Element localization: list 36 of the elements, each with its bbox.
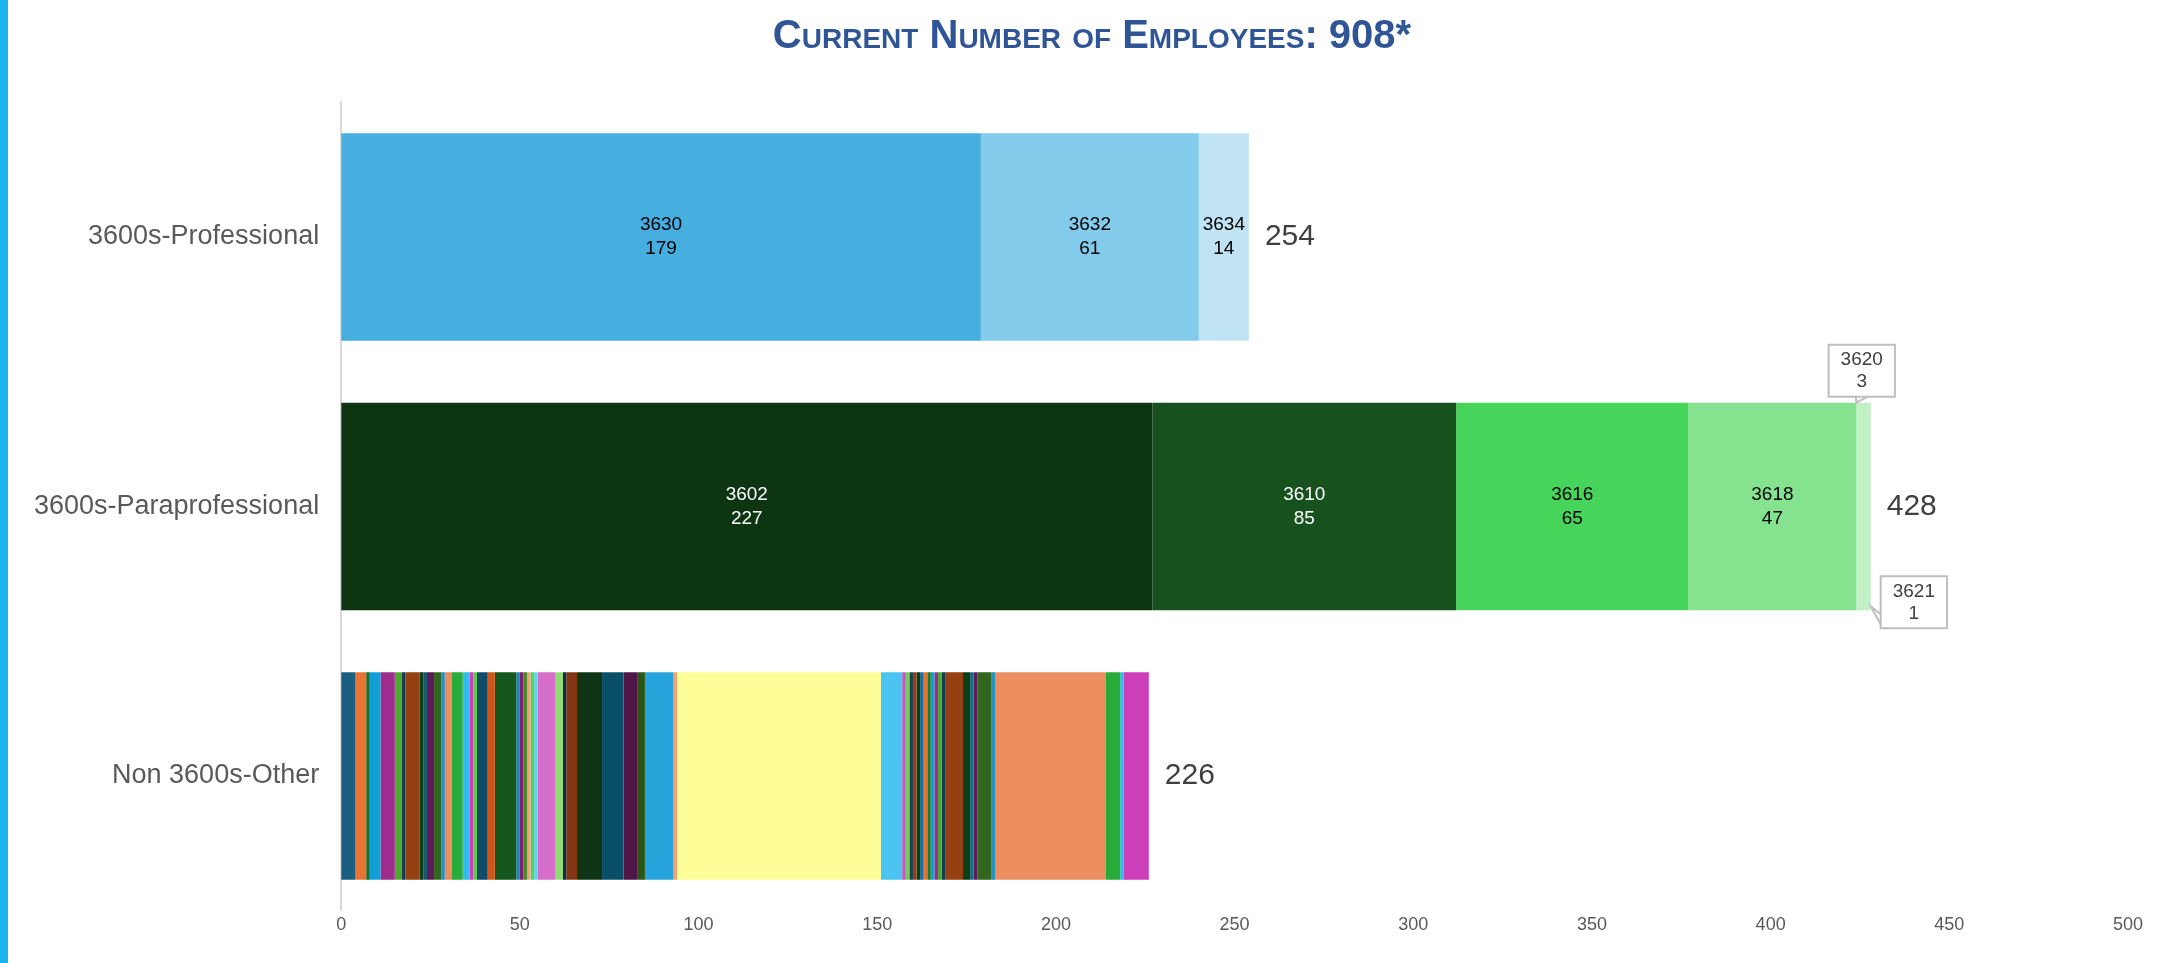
x-tick-label: 350 <box>1576 913 1607 934</box>
series-label: 3630 <box>639 213 683 235</box>
series-label: 3618 <box>1751 482 1794 504</box>
x-tick-label: 400 <box>1755 913 1786 934</box>
data-label: 65 <box>1561 506 1583 528</box>
chart-title: Current Number of Employees: 908* <box>771 11 1413 58</box>
series-label: 3610 <box>1283 482 1326 504</box>
x-tick-label: 300 <box>1398 913 1429 934</box>
series-label: 3632 <box>1068 213 1111 235</box>
total-label: 428 <box>1886 487 1937 521</box>
y-tick-label: 3600s-Paraprofessional <box>33 489 320 520</box>
total-label: 254 <box>1264 218 1315 252</box>
x-tick-label: 150 <box>862 913 893 934</box>
data-label: 1 <box>1908 601 1920 623</box>
y-tick-label: 3600s-Professional <box>88 220 320 251</box>
x-tick-label: 50 <box>509 913 530 934</box>
y-tick-label: Non 3600s-Other <box>112 759 320 790</box>
data-label: 179 <box>645 237 677 259</box>
series-label: 3634 <box>1202 213 1246 235</box>
x-tick-label: 500 <box>2112 913 2144 934</box>
data-label: 227 <box>730 506 763 528</box>
data-label: 85 <box>1293 506 1315 528</box>
x-tick-label: 0 <box>336 913 347 934</box>
series-label: 3616 <box>1551 482 1594 504</box>
x-tick-label: 100 <box>683 913 714 934</box>
data-label: 3 <box>1856 369 1868 391</box>
data-label: 14 <box>1213 237 1235 259</box>
x-tick-label: 200 <box>1040 913 1071 934</box>
x-tick-label: 250 <box>1219 913 1250 934</box>
x-tick-label: 450 <box>1934 913 1965 934</box>
series-label: 3602 <box>725 482 768 504</box>
series-label: 3621 <box>1892 579 1935 601</box>
total-label: 226 <box>1164 757 1215 791</box>
series-label: 3620 <box>1840 347 1883 369</box>
data-label: 47 <box>1761 506 1783 528</box>
data-label: 61 <box>1079 237 1101 259</box>
